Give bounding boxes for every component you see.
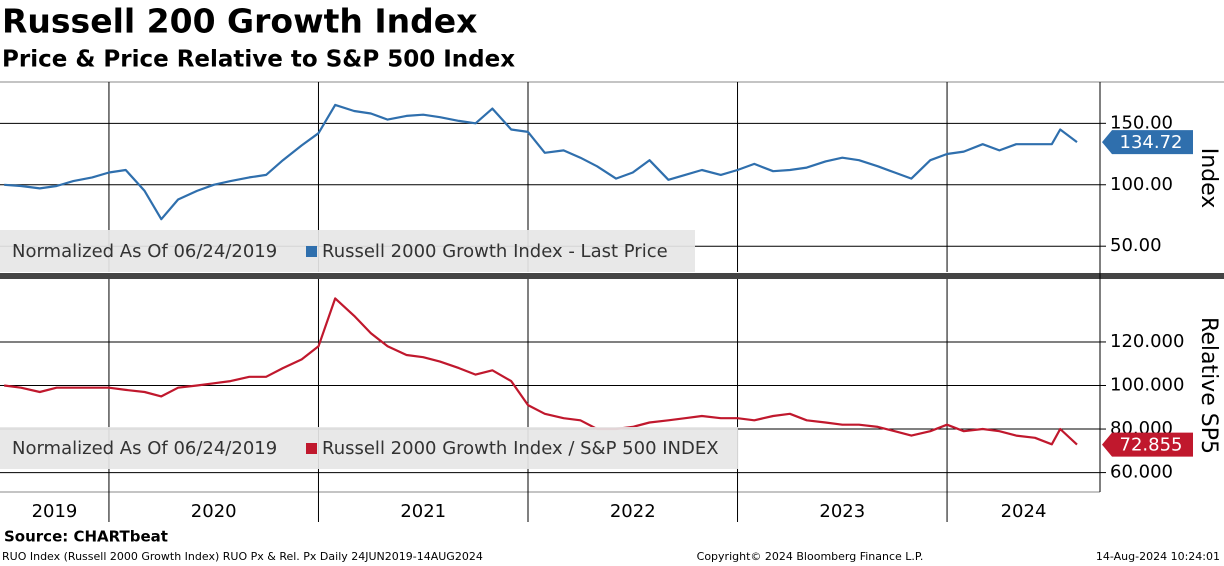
last-value-flag <box>1102 432 1193 457</box>
x-tick-label: 2022 <box>610 501 656 522</box>
legend-box <box>0 427 738 469</box>
y-tick-label: 100.000 <box>1110 375 1184 396</box>
legend-label: Russell 2000 Growth Index / S&P 500 INDE… <box>322 438 719 459</box>
last-value-flag <box>1102 130 1193 155</box>
x-tick-label: 2021 <box>400 501 446 522</box>
footer-right: 14-Aug-2024 10:24:01 <box>1096 550 1220 563</box>
source: Source: CHARTbeat <box>4 528 168 546</box>
footer-center: Copyright© 2024 Bloomberg Finance L.P. <box>697 550 924 563</box>
chart-title: Russell 200 Growth Index <box>2 2 477 41</box>
last-value-label: 134.72 <box>1120 132 1183 153</box>
y-axis-title: Index <box>1196 148 1221 209</box>
x-tick-label: 2024 <box>1001 501 1047 522</box>
legend-label: Russell 2000 Growth Index - Last Price <box>322 241 668 262</box>
series-line <box>4 103 1078 221</box>
footer-left: RUO Index (Russell 2000 Growth Index) RU… <box>2 550 483 563</box>
y-axis-title: Relative SP5 <box>1196 317 1221 454</box>
legend-swatch <box>306 443 317 454</box>
chart-subtitle: Price & Price Relative to S&P 500 Index <box>2 47 515 73</box>
y-tick-label: 100.00 <box>1110 174 1173 195</box>
y-tick-label: 60.000 <box>1110 462 1173 483</box>
x-tick-label: 2020 <box>191 501 237 522</box>
y-tick-label: 150.00 <box>1110 112 1173 133</box>
x-tick-label: 2023 <box>819 501 865 522</box>
series-line <box>4 297 1078 446</box>
legend-swatch <box>306 246 317 257</box>
y-tick-label: 120.000 <box>1110 331 1184 352</box>
legend-note: Normalized As Of 06/24/2019 <box>12 241 277 262</box>
y-tick-label: 50.00 <box>1110 235 1162 256</box>
legend-box <box>0 230 695 272</box>
last-value-label: 72.855 <box>1120 435 1183 456</box>
legend-note: Normalized As Of 06/24/2019 <box>12 438 277 459</box>
x-tick-label: 2019 <box>32 501 78 522</box>
panel-separator <box>0 273 1224 279</box>
